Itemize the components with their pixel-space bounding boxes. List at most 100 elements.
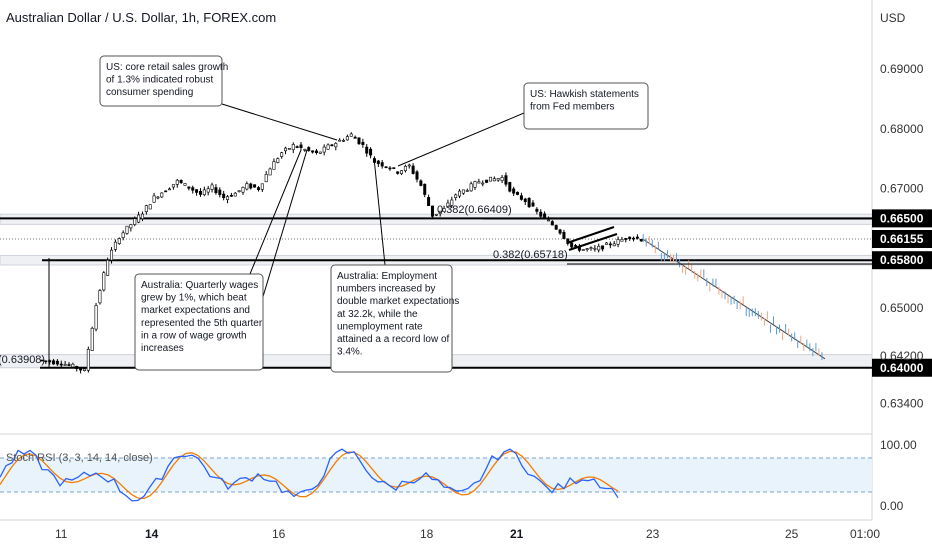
candle-body xyxy=(256,187,260,190)
candle-body xyxy=(140,213,144,219)
candle-body xyxy=(98,290,102,304)
x-tick-2: 16 xyxy=(272,527,286,541)
candle-body xyxy=(168,188,172,191)
annotation-connector-2-1 xyxy=(261,149,308,301)
stoch-y-tick-1: 0.00 xyxy=(880,499,904,513)
price-label-3: 0.64000 xyxy=(880,361,924,375)
y-tick-5: 0.63400 xyxy=(880,397,924,411)
price-axis[interactable]: 0.66500 0.66155 0.65800 0.64000 0.69000 0.680… xyxy=(872,62,932,411)
stoch-d-line xyxy=(0,450,619,500)
price-label-1: 0.66155 xyxy=(880,232,924,246)
annotation-line: market expectations and xyxy=(141,305,250,316)
candle-body xyxy=(59,363,63,366)
candle-body xyxy=(291,144,295,150)
candle-body xyxy=(198,191,202,195)
candle-body xyxy=(465,190,469,192)
candle-body xyxy=(635,236,639,239)
candle-body xyxy=(113,241,117,250)
candle-body xyxy=(369,148,373,156)
candles-group xyxy=(40,132,643,374)
candle-body xyxy=(117,238,121,244)
annotation-box-1[interactable] xyxy=(523,82,649,130)
candle-body xyxy=(531,202,535,207)
candle-body xyxy=(226,196,230,200)
price-label-bg-3 xyxy=(872,358,932,377)
candle-body xyxy=(303,148,307,151)
candle-body xyxy=(90,327,94,351)
time-axis[interactable]: 11 14 16 18 21 23 25 01:00 xyxy=(55,527,880,541)
candle-body xyxy=(241,187,245,193)
candle-body xyxy=(612,243,616,247)
candle-body xyxy=(55,360,59,365)
candle-body xyxy=(311,150,315,153)
chart-title: Australian Dollar / U.S. Dollar, 1h, FOR… xyxy=(6,10,276,25)
candle-body xyxy=(48,360,52,363)
candle-body xyxy=(210,184,214,190)
candle-body xyxy=(264,174,268,183)
annotation-line: increases xyxy=(141,343,184,354)
annotation-line: Australia: Employment xyxy=(337,271,437,282)
candle-body xyxy=(539,211,543,217)
candle-body xyxy=(86,348,90,371)
candle-body xyxy=(597,245,601,251)
candle-body xyxy=(94,305,98,330)
candle-body xyxy=(461,189,465,194)
annotation-line: US: Hawkish statements xyxy=(530,89,639,100)
candle-body xyxy=(44,360,48,363)
candle-body xyxy=(454,194,458,198)
y-tick-1: 0.68000 xyxy=(880,122,924,136)
candle-body xyxy=(338,139,342,142)
candle-body xyxy=(388,167,392,170)
channel-lower xyxy=(568,233,618,251)
annotation-box-2[interactable] xyxy=(134,273,264,371)
annotation-line: grew by 1%, which beat xyxy=(141,293,247,304)
candle-body xyxy=(380,162,384,167)
annotation-connector-2-0 xyxy=(249,149,302,275)
candle-body xyxy=(504,175,508,185)
candle-body xyxy=(218,189,222,195)
candle-body xyxy=(550,221,554,226)
candle-body xyxy=(485,179,489,183)
candle-body xyxy=(330,144,334,147)
candle-body xyxy=(144,205,148,212)
candle-body xyxy=(384,166,388,169)
candle-body xyxy=(376,160,380,164)
candle-body xyxy=(361,141,365,145)
candle-body xyxy=(295,146,299,148)
price-label-bg-2 xyxy=(872,251,932,270)
price-label-bg-0 xyxy=(872,209,932,228)
annotation-line: consumer spending xyxy=(106,87,193,98)
annotation-connector-1-0 xyxy=(397,112,525,167)
candle-body xyxy=(434,213,438,216)
candle-body xyxy=(570,242,574,248)
candle-body xyxy=(175,179,179,185)
candle-body xyxy=(492,178,496,182)
candle-body xyxy=(508,182,512,192)
annotation-box-0[interactable] xyxy=(99,55,223,107)
connectors-group xyxy=(221,103,525,301)
price-label-0: 0.66500 xyxy=(880,211,924,225)
x-tick-3: 18 xyxy=(420,527,434,541)
candle-body xyxy=(276,158,280,163)
candle-body xyxy=(229,195,233,197)
annotation-box-3[interactable] xyxy=(330,264,453,373)
candle-body xyxy=(585,248,589,251)
candle-body xyxy=(562,231,566,239)
candle-body xyxy=(473,181,477,188)
annotation-line: of 1.3% indicated robust xyxy=(106,75,214,86)
candle-body xyxy=(512,188,516,194)
candle-body xyxy=(419,180,423,186)
candle-body xyxy=(322,146,326,153)
stoch-k-line xyxy=(0,448,619,502)
y-tick-2: 0.67000 xyxy=(880,182,924,196)
currency-label: USD xyxy=(880,11,906,25)
candle-body xyxy=(458,190,462,197)
candle-body xyxy=(187,186,191,189)
candle-body xyxy=(67,364,71,366)
candle-body xyxy=(535,208,539,212)
candle-body xyxy=(574,245,578,247)
candle-body xyxy=(272,161,276,170)
candle-body xyxy=(601,245,605,250)
candle-body xyxy=(516,191,520,195)
